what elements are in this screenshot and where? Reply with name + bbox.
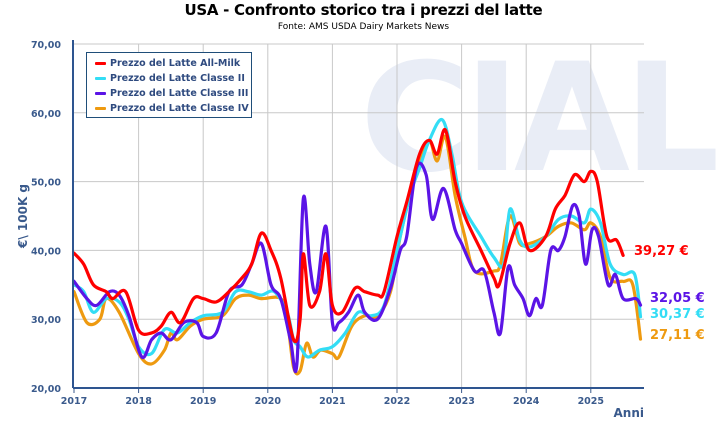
legend-swatch xyxy=(95,62,106,65)
watermark-logo: CIAL xyxy=(360,32,716,206)
y-tick-label: 60,00 xyxy=(31,109,61,120)
chart-subtitle: Fonte: AMS USDA Dairy Markets News xyxy=(277,22,450,32)
end-value-label: 30,37 € xyxy=(650,307,705,322)
series-line-1 xyxy=(72,128,625,344)
y-tick-label: 30,00 xyxy=(31,315,61,326)
legend-label: Prezzo del Latte Classe IV xyxy=(110,103,249,114)
x-tick-label: 2020 xyxy=(255,396,282,407)
x-tick-label: 2018 xyxy=(125,396,152,407)
end-value-label: 32,05 € xyxy=(650,291,705,306)
y-tick-label: 70,00 xyxy=(31,40,61,51)
x-tick-label: 2019 xyxy=(190,396,216,407)
end-value-label: 27,11 € xyxy=(650,328,705,343)
series-line-3 xyxy=(72,161,643,374)
legend-item-classe-ii[interactable]: Prezzo del Latte Classe II xyxy=(95,71,251,86)
y-tick-label: 50,00 xyxy=(31,178,61,189)
x-tick-label: 2022 xyxy=(384,396,410,407)
y-axis-label: €\ 100K g xyxy=(16,184,30,249)
legend-item-classe-iii[interactable]: Prezzo del Latte Classe III xyxy=(95,86,251,101)
y-tick-label: 20,00 xyxy=(31,384,61,395)
x-tick-label: 2021 xyxy=(319,396,345,407)
x-tick-label: 2023 xyxy=(448,396,474,407)
legend-label: Prezzo del Latte Classe II xyxy=(110,73,245,84)
legend-label: Prezzo del Latte All-Milk xyxy=(110,58,241,69)
legend-item-all-milk[interactable]: Prezzo del Latte All-Milk xyxy=(95,56,251,71)
legend-swatch xyxy=(95,77,106,80)
x-axis-label: Anni xyxy=(614,406,645,420)
x-tick-label: 2024 xyxy=(513,396,540,407)
x-tick-label: 2025 xyxy=(578,396,604,407)
x-tick-label: 2017 xyxy=(61,396,87,407)
legend: Prezzo del Latte All-Milk Prezzo del Lat… xyxy=(86,52,252,118)
legend-item-classe-iv[interactable]: Prezzo del Latte Classe IV xyxy=(95,101,251,116)
legend-label: Prezzo del Latte Classe III xyxy=(110,88,249,99)
end-value-label: 39,27 € xyxy=(634,244,689,259)
chart-title: USA - Confronto storico tra i prezzi del… xyxy=(184,1,543,19)
legend-swatch xyxy=(95,92,106,95)
y-tick-label: 40,00 xyxy=(31,246,61,257)
legend-swatch xyxy=(95,107,106,110)
